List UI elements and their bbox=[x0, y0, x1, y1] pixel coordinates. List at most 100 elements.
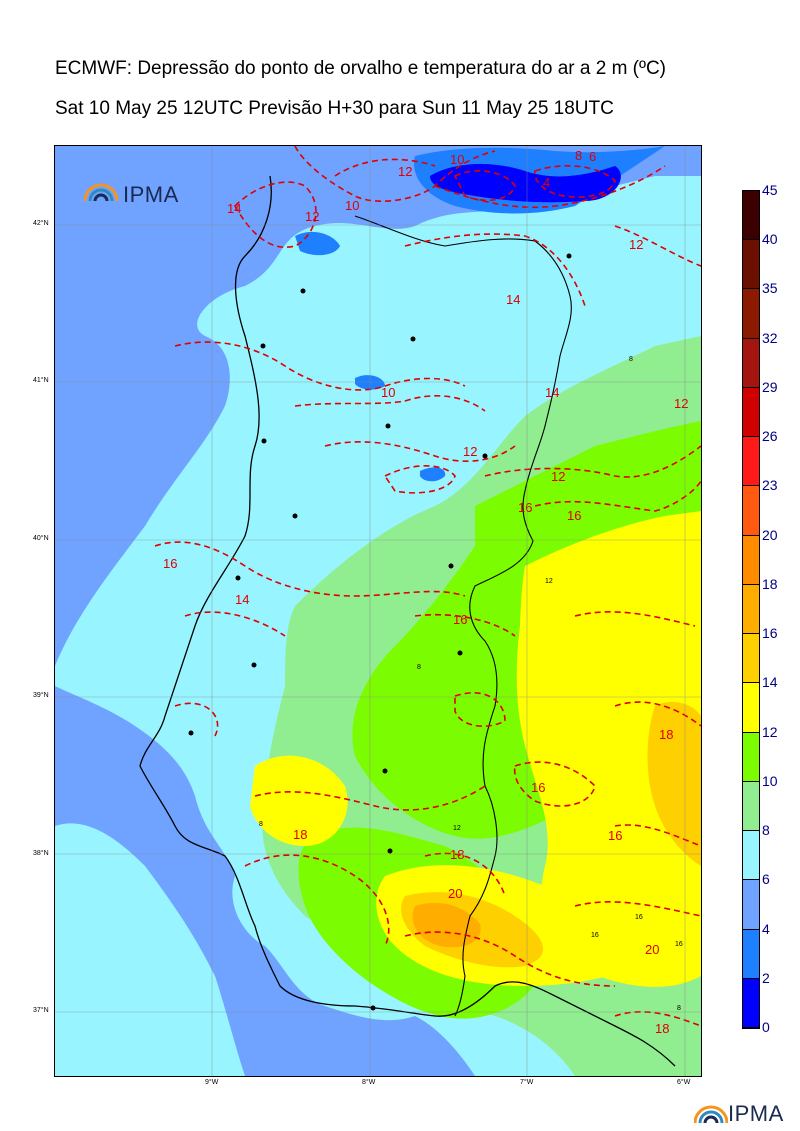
colorbar-segment bbox=[743, 240, 759, 290]
colorbar-tick-label: 29 bbox=[762, 378, 778, 395]
colorbar-tick-label: 4 bbox=[762, 920, 770, 937]
colorbar-segment bbox=[743, 486, 759, 536]
colorbar-tick-label: 35 bbox=[762, 280, 778, 297]
small-label: 8 bbox=[259, 821, 263, 828]
ipma-footer-wordmark: IPMA bbox=[728, 1101, 784, 1126]
colorbar-tick-label: 10 bbox=[762, 772, 778, 789]
small-labels: 8 12 8 12 8 16 16 16 8 bbox=[259, 356, 683, 1012]
contour-label: 18 bbox=[293, 827, 307, 842]
contour-label: 20 bbox=[448, 886, 462, 901]
contour-label: 12 bbox=[674, 396, 688, 411]
contour-label: 4 bbox=[543, 175, 550, 190]
contour-label: 18 bbox=[659, 727, 673, 742]
contour-label: 12 bbox=[551, 469, 565, 484]
colorbar-segment bbox=[743, 289, 759, 339]
small-label: 16 bbox=[591, 932, 599, 939]
colorbar-tick-label: 12 bbox=[762, 723, 778, 740]
contour-label: 12 bbox=[398, 164, 412, 179]
field-cyan-west bbox=[55, 823, 245, 1076]
small-label: 16 bbox=[635, 914, 643, 921]
colorbar-segment bbox=[743, 929, 759, 979]
city-dots bbox=[188, 253, 572, 1011]
lat-label: 37°N bbox=[33, 1007, 49, 1014]
contour-label: 16 bbox=[518, 500, 532, 515]
colorbar-segment bbox=[743, 634, 759, 684]
small-label: 12 bbox=[545, 578, 553, 585]
grid-lines bbox=[55, 146, 701, 1076]
colorbar-tick-label: 20 bbox=[762, 526, 778, 543]
colorbar-segment bbox=[743, 584, 759, 635]
contour-label: 16 bbox=[531, 780, 545, 795]
lon-label: 9°W bbox=[205, 1079, 219, 1086]
lat-label: 42°N bbox=[33, 220, 49, 227]
colorbar-tick-label: 0 bbox=[762, 1019, 770, 1035]
contour-label: 14 bbox=[235, 592, 249, 607]
colorbar-tick-label: 23 bbox=[762, 477, 778, 494]
ipma-map-wordmark: IPMA bbox=[123, 182, 179, 207]
colorbar-segment bbox=[743, 831, 759, 881]
lon-label: 7°W bbox=[520, 1079, 534, 1086]
colorbar-tick-label: 26 bbox=[762, 428, 778, 445]
lat-label: 38°N bbox=[33, 850, 49, 857]
lon-label: 6°W bbox=[677, 1079, 691, 1086]
lat-label: 41°N bbox=[33, 377, 49, 384]
contour-label: 10 bbox=[345, 198, 359, 213]
field-yellow bbox=[516, 511, 701, 987]
isotherm-contours bbox=[154, 146, 701, 1027]
field-darkblue-north bbox=[430, 164, 621, 203]
colorbar-segment bbox=[743, 781, 759, 832]
colorbar-tick-label: 18 bbox=[762, 575, 778, 592]
contour-label: 12 bbox=[305, 209, 319, 224]
colorbar-tick-label: 40 bbox=[762, 231, 778, 248]
ipma-map-logo bbox=[83, 183, 119, 202]
colorbar-tick-label: 6 bbox=[762, 871, 770, 888]
colorbar-segment bbox=[743, 535, 759, 585]
title-line-2: Sat 10 May 25 12UTC Previsão H+30 para S… bbox=[55, 98, 614, 119]
colorbar-segment bbox=[743, 437, 759, 487]
border bbox=[354, 215, 572, 1017]
colorbar-tick-label: 32 bbox=[762, 329, 778, 346]
colorbar-segment bbox=[743, 978, 759, 1028]
field-yellow-sw bbox=[250, 755, 348, 846]
contour-label: 12 bbox=[463, 444, 477, 459]
contour-label: 14 bbox=[506, 292, 520, 307]
colorbar-segment bbox=[743, 191, 759, 241]
small-label: 12 bbox=[453, 825, 461, 832]
contour-label: 14 bbox=[545, 385, 559, 400]
colorbar-segment bbox=[743, 683, 759, 733]
contour-label: 10 bbox=[381, 385, 395, 400]
lon-label: 8°W bbox=[362, 1079, 376, 1086]
small-label: 16 bbox=[675, 941, 683, 948]
lat-label: 39°N bbox=[33, 692, 49, 699]
colorbar-tick-label: 2 bbox=[762, 969, 770, 986]
colorbar-tick-label: 45 bbox=[762, 182, 778, 198]
coastline bbox=[139, 175, 676, 1067]
contour-label: 16 bbox=[163, 556, 177, 571]
small-label: 8 bbox=[629, 356, 633, 363]
map-svg: 10 12 8 6 4 14 10 12 14 12 10 12 14 12 1… bbox=[55, 146, 701, 1076]
contour-label: 10 bbox=[450, 152, 464, 167]
contour-label: 6 bbox=[589, 149, 596, 164]
colorbar-segment bbox=[743, 880, 759, 930]
colorbar-tick-label: 14 bbox=[762, 674, 778, 691]
contour-label: 8 bbox=[575, 148, 582, 163]
map-panel: 10 12 8 6 4 14 10 12 14 12 10 12 14 12 1… bbox=[54, 145, 702, 1077]
contour-label: 20 bbox=[645, 942, 659, 957]
small-label: 8 bbox=[677, 1005, 681, 1012]
lat-label: 40°N bbox=[33, 535, 49, 542]
colorbar-tick-label: 16 bbox=[762, 625, 778, 642]
colorbar-segment bbox=[743, 732, 759, 782]
contour-label: 12 bbox=[629, 237, 643, 252]
contour-label: 16 bbox=[453, 612, 467, 627]
contour-label: 16 bbox=[567, 508, 581, 523]
colorbar-segment bbox=[743, 338, 759, 388]
colorbar-tick-label: 8 bbox=[762, 822, 770, 839]
contour-labels: 10 12 8 6 4 14 10 12 14 12 10 12 14 12 1… bbox=[163, 148, 688, 1036]
field-gold bbox=[647, 701, 701, 866]
contour-label: 16 bbox=[608, 828, 622, 843]
contour-label: 18 bbox=[655, 1021, 669, 1036]
contour-label: 14 bbox=[227, 201, 241, 216]
small-label: 8 bbox=[417, 664, 421, 671]
contour-label: 18 bbox=[450, 847, 464, 862]
field-orange bbox=[412, 902, 481, 948]
